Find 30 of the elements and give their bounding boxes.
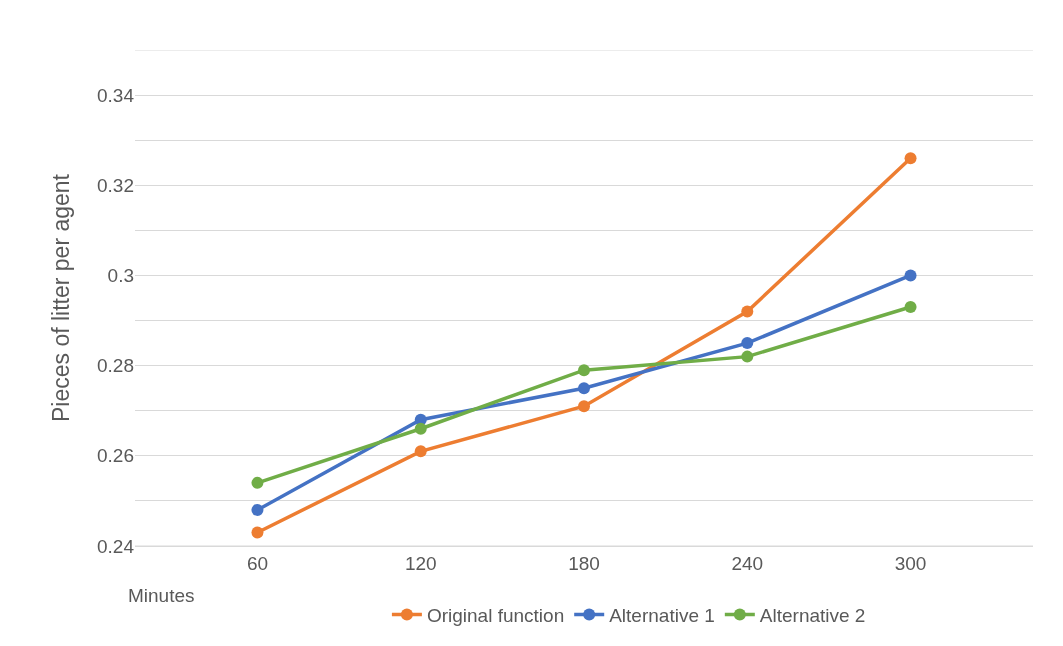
legend-label: Alternative 1 [609,604,715,626]
y-tick-label: 0.26 [97,445,134,467]
point [741,337,754,350]
y-axis-title: Pieces of litter per agent [48,173,75,423]
y-tick-label: 0.28 [97,355,134,377]
point [578,382,590,395]
x-tick-label: 180 [568,552,600,574]
point [578,364,590,377]
x-tick-label: 300 [894,552,927,574]
x-tick-label: 240 [731,552,764,574]
point [578,400,590,413]
point [904,152,917,165]
point [741,350,754,363]
point [414,422,427,435]
point [251,476,264,489]
point [414,445,427,458]
point [741,305,754,318]
point [904,301,917,314]
x-axis-title: Minutes [128,585,195,606]
y-tick-label: 0.3 [107,265,134,287]
y-tick-label: 0.32 [97,174,134,196]
x-tick-label: 60 [246,552,269,574]
legend-label: Original function [426,604,565,626]
point [251,503,264,516]
y-tick-label: 0.34 [97,84,135,106]
point [251,526,264,539]
point [904,269,917,282]
x-tick-label: 120 [404,552,437,574]
legend-label: Alternative 2 [759,604,866,626]
y-tick-label: 0.24 [97,535,135,557]
